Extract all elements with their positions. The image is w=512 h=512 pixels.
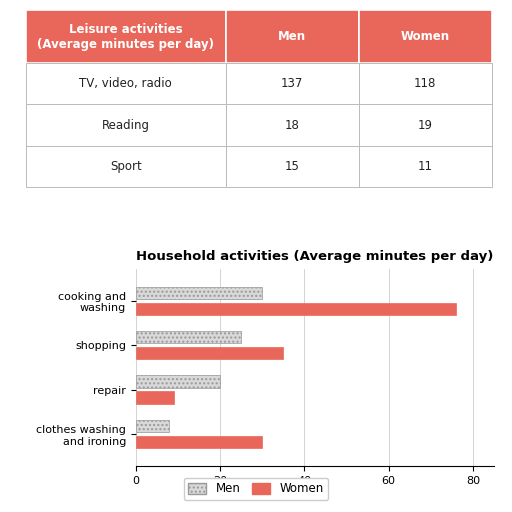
Legend: Men, Women: Men, Women [184, 478, 328, 500]
Text: Leisure activities
(Average minutes per day): Leisure activities (Average minutes per … [37, 23, 215, 51]
Text: Sport: Sport [110, 160, 142, 173]
Bar [26, 104, 226, 145]
Bar [136, 420, 169, 432]
Text: 118: 118 [414, 77, 436, 90]
Bar [359, 104, 492, 145]
Text: 15: 15 [285, 160, 300, 173]
Bar [359, 10, 492, 63]
Bar [136, 331, 241, 344]
Text: Reading: Reading [102, 119, 150, 132]
Bar [136, 347, 283, 359]
Bar [26, 63, 226, 104]
Bar [359, 145, 492, 187]
Bar [226, 145, 359, 187]
Bar [136, 303, 456, 315]
Bar [359, 63, 492, 104]
Text: 11: 11 [418, 160, 433, 173]
Bar [226, 63, 359, 104]
Bar [26, 10, 226, 63]
Bar [136, 391, 174, 404]
Bar [226, 10, 359, 63]
Bar [226, 104, 359, 145]
Text: 19: 19 [418, 119, 433, 132]
Bar [136, 436, 262, 448]
Text: Men: Men [279, 30, 306, 43]
Bar [26, 145, 226, 187]
Bar [136, 287, 262, 299]
Text: 18: 18 [285, 119, 300, 132]
Text: TV, video, radio: TV, video, radio [79, 77, 172, 90]
Bar [136, 375, 220, 388]
Text: Women: Women [400, 30, 450, 43]
Text: 137: 137 [281, 77, 304, 90]
Title: Household activities (Average minutes per day): Household activities (Average minutes pe… [136, 250, 494, 264]
